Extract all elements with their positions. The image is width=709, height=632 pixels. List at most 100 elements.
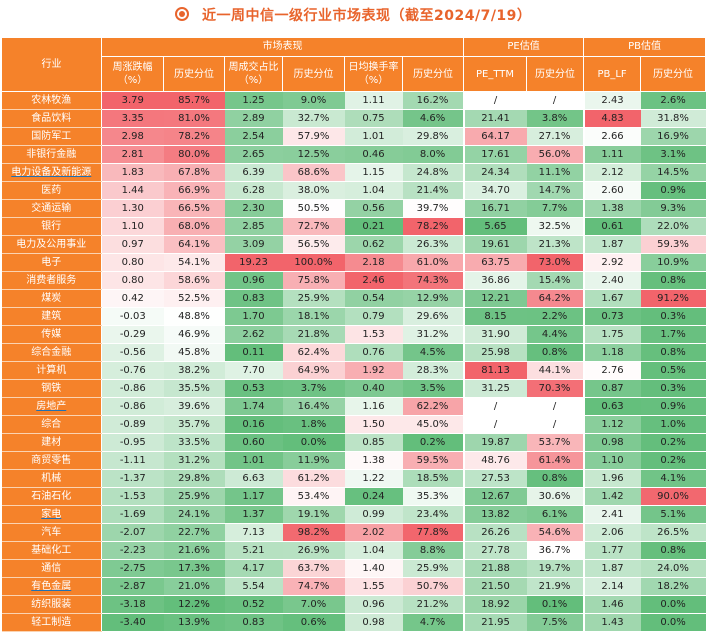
- industry-name: 建材: [1, 433, 102, 452]
- cell-col-8: 0.98: [582, 433, 641, 452]
- cell-col-2: 0.53: [224, 379, 283, 398]
- cell-col-5: 74.3%: [402, 271, 464, 290]
- industry-name: 煤炭: [1, 289, 102, 308]
- cell-col-1: 45.8%: [163, 343, 225, 362]
- cell-col-5: 25.9%: [402, 559, 464, 578]
- cell-col-5: 4.5%: [402, 343, 464, 362]
- cell-col-9: 0.8%: [640, 541, 706, 560]
- industry-name: 国防军工: [1, 127, 102, 146]
- header-industry: 行业: [1, 37, 102, 92]
- table-row: 医药 1.44 66.9% 6.28 38.0% 1.04 21.4% 34.70 14.7% 2…: [1, 181, 706, 200]
- industry-name: 计算机: [1, 361, 102, 380]
- table-row: 轻工制造 -3.40 13.9% 0.83 0.6% 0.98 4.7% 21.95 7.5% 1…: [1, 613, 706, 632]
- industry-name: 通信: [1, 559, 102, 578]
- cell-col-3: 26.9%: [282, 541, 345, 560]
- cell-col-0: -3.40: [101, 613, 164, 632]
- table-row: 银行 1.10 68.0% 2.85 72.7% 0.21 78.2% 5.65 32.5% 0.…: [1, 217, 706, 236]
- cell-col-0: 0.42: [101, 289, 164, 308]
- cell-col-2: 2.89: [224, 109, 283, 128]
- cell-col-5: 45.0%: [402, 415, 464, 434]
- cell-col-3: 9.0%: [282, 91, 345, 110]
- cell-col-0: 1.44: [101, 181, 164, 200]
- cell-col-9: 14.5%: [640, 163, 706, 182]
- cell-col-7: /: [526, 91, 584, 110]
- cell-col-9: 10.9%: [640, 253, 706, 272]
- cell-col-2: 0.11: [224, 343, 283, 362]
- cell-col-6: 17.61: [462, 145, 527, 164]
- table-row: 房地产 -0.86 39.6% 1.74 16.4% 1.16 62.2% //0.63 0.9…: [1, 397, 706, 416]
- cell-col-7: 4.4%: [526, 325, 584, 344]
- cell-col-5: 31.2%: [402, 325, 464, 344]
- table-row: 纺织服装 -3.18 12.2% 0.52 7.0% 0.96 21.2% 18.92 0.1%…: [1, 595, 706, 614]
- cell-col-3: 3.7%: [282, 379, 345, 398]
- title-bar: 近一周中信一级行业市场表现（截至2024/7/19）: [0, 0, 709, 34]
- industry-name: 传媒: [1, 325, 102, 344]
- header-col: 历史分位: [163, 56, 225, 92]
- cell-col-3: 98.2%: [282, 523, 345, 542]
- cell-col-0: -0.76: [101, 361, 164, 380]
- cell-col-8: 2.06: [582, 523, 641, 542]
- cell-col-4: 1.50: [344, 415, 403, 434]
- cell-col-0: 1.30: [101, 199, 164, 218]
- cell-col-7: 14.7%: [526, 181, 584, 200]
- cell-col-8: 1.75: [582, 325, 641, 344]
- cell-col-6: 27.53: [462, 469, 527, 488]
- cell-col-2: 7.13: [224, 523, 283, 542]
- cell-col-4: 1.53: [344, 325, 403, 344]
- cell-col-9: 59.3%: [640, 235, 706, 254]
- cell-col-5: 21.4%: [402, 181, 464, 200]
- cell-col-3: 19.1%: [282, 505, 345, 524]
- cell-col-1: 54.1%: [163, 253, 225, 272]
- industry-name: 农林牧渔: [1, 91, 102, 110]
- cell-col-2: 1.74: [224, 397, 283, 416]
- cell-col-4: 1.16: [344, 397, 403, 416]
- cell-col-9: 0.2%: [640, 433, 706, 452]
- cell-col-4: 1.15: [344, 163, 403, 182]
- cell-col-6: 21.50: [462, 577, 527, 596]
- cell-col-0: -2.87: [101, 577, 164, 596]
- cell-col-7: 15.4%: [526, 271, 584, 290]
- cell-col-0: -1.37: [101, 469, 164, 488]
- cell-col-7: 11.1%: [526, 163, 584, 182]
- cell-col-2: 6.63: [224, 469, 283, 488]
- cell-col-6: 25.98: [462, 343, 527, 362]
- cell-col-5: 78.2%: [402, 217, 464, 236]
- cell-col-4: 1.55: [344, 577, 403, 596]
- cell-col-0: 2.81: [101, 145, 164, 164]
- cell-col-2: 2.85: [224, 217, 283, 236]
- cell-col-2: 5.54: [224, 577, 283, 596]
- cell-col-0: 0.80: [101, 253, 164, 272]
- cell-col-7: 27.1%: [526, 127, 584, 146]
- cell-col-9: 4.1%: [640, 469, 706, 488]
- cell-col-9: 24.0%: [640, 559, 706, 578]
- cell-col-9: 5.1%: [640, 505, 706, 524]
- cell-col-8: 2.14: [582, 577, 641, 596]
- header-group-pe: PE估值: [463, 37, 585, 57]
- cell-col-4: 0.99: [344, 505, 403, 524]
- cell-col-9: 3.1%: [640, 145, 706, 164]
- cell-col-6: 26.26: [462, 523, 527, 542]
- cell-col-7: 54.6%: [526, 523, 584, 542]
- cell-col-4: 0.21: [344, 217, 403, 236]
- cell-col-2: 2.65: [224, 145, 283, 164]
- industry-name: 有色金属: [1, 577, 102, 596]
- cell-col-7: 6.1%: [526, 505, 584, 524]
- cell-col-1: 67.8%: [163, 163, 225, 182]
- cell-col-0: 0.97: [101, 235, 164, 254]
- cell-col-2: 6.28: [224, 181, 283, 200]
- cell-col-1: 29.8%: [163, 469, 225, 488]
- cell-col-3: 57.9%: [282, 127, 345, 146]
- cell-col-9: 0.2%: [640, 451, 706, 470]
- cell-col-3: 75.8%: [282, 271, 345, 290]
- cell-col-5: 61.0%: [402, 253, 464, 272]
- cell-col-8: 1.67: [582, 289, 641, 308]
- table-body: 农林牧渔 3.79 85.7% 1.25 9.0% 1.11 16.2% //2.43 2.6%…: [1, 91, 706, 632]
- cell-col-9: 22.0%: [640, 217, 706, 236]
- cell-col-1: 24.1%: [163, 505, 225, 524]
- industry-name: 医药: [1, 181, 102, 200]
- cell-col-9: 9.3%: [640, 199, 706, 218]
- cell-col-6: 81.13: [462, 361, 527, 380]
- cell-col-0: -3.18: [101, 595, 164, 614]
- table-row: 交通运输 1.30 66.5% 2.30 50.5% 0.56 39.7% 16.71 7.7%…: [1, 199, 706, 218]
- header-col: 日均换手率（%）: [344, 56, 403, 92]
